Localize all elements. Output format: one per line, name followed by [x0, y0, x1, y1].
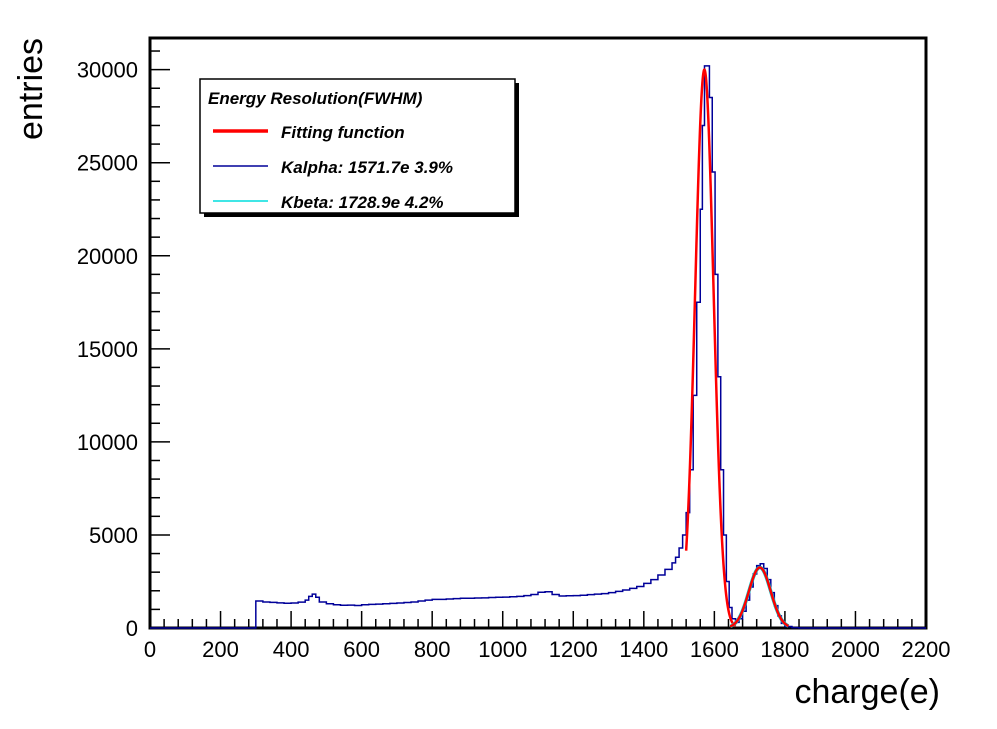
x-tick-label: 1600	[690, 637, 739, 662]
x-tick-label: 400	[273, 637, 310, 662]
x-tick-label: 200	[202, 637, 239, 662]
fit-curve-2	[729, 566, 789, 628]
y-axis-title: entries	[12, 38, 50, 140]
x-axis-title: charge(e)	[794, 673, 940, 711]
y-tick-label: 15000	[77, 337, 138, 362]
y-tick-label: 25000	[77, 151, 138, 176]
legend-box	[199, 78, 516, 214]
y-tick-label: 30000	[77, 58, 138, 83]
legend-entries: Fitting function Kalpha: 1571.7e 3.9% Kbet…	[213, 123, 453, 212]
y-tick-label: 0	[126, 616, 138, 641]
x-tick-label: 1000	[478, 637, 527, 662]
y-tick-label: 20000	[77, 244, 138, 269]
x-tick-label: 2000	[831, 637, 880, 662]
x-tick-label: 600	[343, 637, 380, 662]
fit-curves	[684, 68, 790, 629]
x-tick-label: 1400	[619, 637, 668, 662]
y-tick-label: 10000	[77, 430, 138, 455]
x-tick-label: 0	[144, 637, 156, 662]
y-tick-label: 5000	[89, 523, 138, 548]
plot-frame	[148, 36, 928, 630]
x-tick-label: 1200	[549, 637, 598, 662]
legend: Energy Resolution(FWHM) Fitting function…	[199, 78, 519, 217]
axis-ticks: 0 200 400 600 800 1000 1200 1400 1600 1800 2000 220…	[77, 50, 951, 662]
legend-label-2: Kalpha: 1571.7e 3.9%	[281, 158, 453, 177]
legend-label-3: Kbeta: 1728.9e 4.2%	[281, 193, 444, 212]
x-tick-label: 1800	[760, 637, 809, 662]
x-tick-label: 800	[414, 637, 451, 662]
legend-title: Energy Resolution(FWHM)	[208, 89, 423, 108]
legend-label-1: Fitting function	[281, 123, 405, 142]
x-tick-label: 2200	[902, 637, 951, 662]
fit-curve-1	[684, 68, 737, 628]
